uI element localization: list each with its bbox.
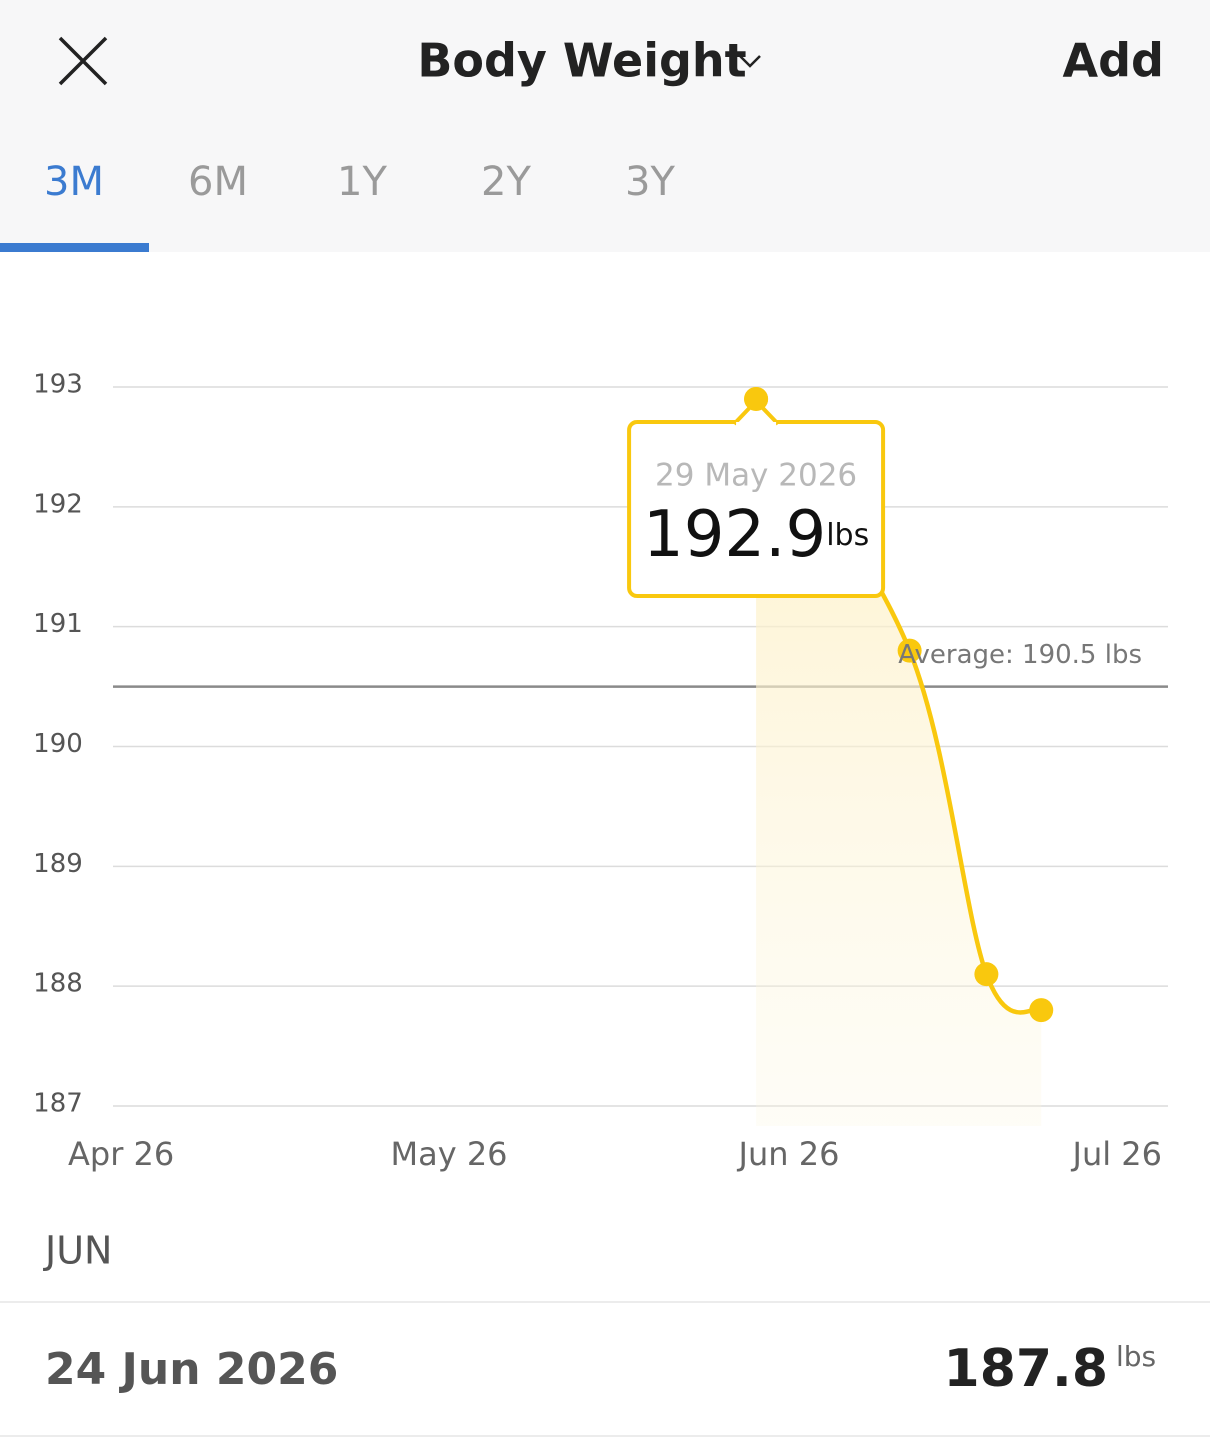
data-point: [744, 386, 769, 411]
y-tick-label: 188: [33, 969, 83, 999]
y-tick-label: 189: [33, 849, 83, 879]
tab-indicator: [0, 243, 149, 252]
tab[interactable]: 2Y: [481, 159, 531, 205]
entry-value[interactable]: 187.8: [944, 1339, 1108, 1399]
screen-title[interactable]: Body Weight: [417, 34, 746, 88]
tab[interactable]: 6M: [188, 159, 248, 205]
tooltip-unit: lbs: [826, 518, 869, 553]
y-tick-label: 192: [33, 489, 83, 519]
y-tick-label: 187: [33, 1089, 83, 1119]
tooltip-date: 29 May 2026: [655, 458, 857, 494]
average-label: Average: 190.5 lbs: [898, 640, 1142, 670]
data-point[interactable]: [897, 638, 922, 663]
dropdown-chevron[interactable]: [739, 55, 761, 68]
tab[interactable]: 3M: [44, 159, 104, 205]
tooltip: 29 May 2026 192.9lbs: [627, 386, 886, 598]
entry-date[interactable]: 24 Jun 2026: [45, 1344, 338, 1395]
data-point[interactable]: [1029, 998, 1054, 1023]
month-header: JUN: [43, 1229, 112, 1273]
tab[interactable]: 1Y: [337, 159, 387, 205]
x-tick-label: May 26: [390, 1135, 507, 1173]
y-tick-label: 193: [33, 370, 83, 400]
y-tick-label: 190: [33, 729, 83, 759]
tooltip-value: 192.9lbs: [643, 498, 869, 572]
entry-unit: lbs: [1116, 1340, 1156, 1373]
data-point[interactable]: [974, 962, 999, 987]
tab[interactable]: 3Y: [625, 159, 675, 205]
close-button[interactable]: [58, 36, 108, 86]
header-bg: [0, 0, 1210, 252]
add-button[interactable]: Add: [1063, 34, 1164, 88]
x-tick-label: Jun 26: [737, 1135, 840, 1173]
x-tick-label: Apr 26: [68, 1135, 174, 1173]
y-tick-label: 191: [33, 609, 83, 639]
tooltip-number: 192.9: [643, 498, 826, 572]
x-tick-label: Jul 26: [1071, 1135, 1163, 1173]
tooltip-pointer-cover: [736, 422, 777, 428]
